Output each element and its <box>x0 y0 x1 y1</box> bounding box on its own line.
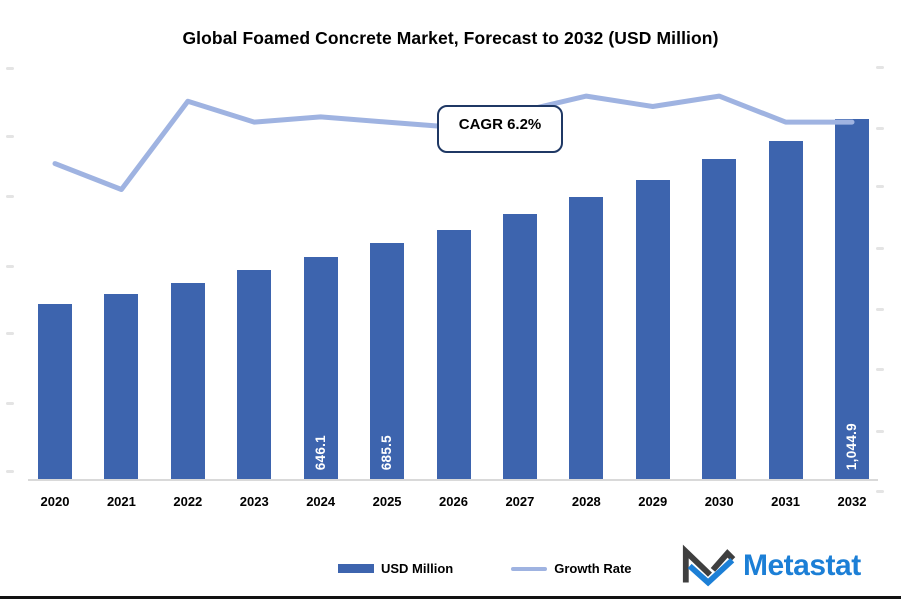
right-axis-tick-7 <box>876 490 884 493</box>
bar-2025 <box>370 243 405 480</box>
bar-2020 <box>38 304 72 480</box>
left-axis-tick-4 <box>6 332 14 335</box>
metastat-logo: Metastat <box>680 541 861 591</box>
bar-2029 <box>635 180 670 480</box>
right-axis-tick-3 <box>876 247 884 250</box>
x-axis-label-2020: 2020 <box>40 494 70 509</box>
bar-2028 <box>569 197 604 480</box>
right-axis-tick-5 <box>876 368 884 371</box>
legend-line-swatch-icon <box>511 566 548 571</box>
bar-2021 <box>104 294 139 480</box>
left-axis-tick-6 <box>6 470 14 473</box>
bar-2022 <box>170 283 205 480</box>
bar-2031 <box>768 141 803 480</box>
x-axis-label-2023: 2023 <box>239 494 269 509</box>
x-axis-label-2029: 2029 <box>638 494 668 509</box>
x-axis-label-2022: 2022 <box>173 494 203 509</box>
x-axis-label-2032: 2032 <box>837 494 867 509</box>
left-axis-tick-5 <box>6 402 14 405</box>
legend-label-usd-million: USD Million <box>381 561 454 576</box>
x-axis-label-2025: 2025 <box>372 494 402 509</box>
left-axis-tick-2 <box>6 195 14 198</box>
right-axis-tick-1 <box>876 127 884 130</box>
x-axis-label-2021: 2021 <box>106 494 136 509</box>
bar-2023 <box>237 270 272 480</box>
right-axis-tick-2 <box>876 185 884 188</box>
left-axis-tick-3 <box>6 265 14 268</box>
bar-2024 <box>303 257 338 480</box>
x-axis-label-2024: 2024 <box>306 494 336 509</box>
legend: USD Million Growth Rate <box>338 561 632 576</box>
x-axis-label-2027: 2027 <box>505 494 535 509</box>
bar-2032 <box>835 119 869 480</box>
bar-value-label-2025: 685.5 <box>379 434 395 470</box>
right-axis-tick-0 <box>876 66 884 69</box>
logo-text: Metastat <box>743 549 861 582</box>
metastat-m-mark-icon <box>682 544 736 587</box>
x-axis-label-2030: 2030 <box>704 494 734 509</box>
left-axis-tick-1 <box>6 135 14 138</box>
bar-2030 <box>702 159 737 480</box>
bottom-border <box>0 596 901 599</box>
x-axis-label-2031: 2031 <box>771 494 801 509</box>
x-axis-line <box>28 479 878 481</box>
legend-bar-swatch-icon <box>338 564 374 573</box>
x-axis-label-2026: 2026 <box>439 494 468 509</box>
x-axis-label-2028: 2028 <box>571 494 601 509</box>
right-axis-tick-4 <box>876 308 884 311</box>
left-axis-tick-0 <box>6 67 14 70</box>
bar-value-label-2032: 1,044.9 <box>844 422 859 470</box>
bar-2026 <box>436 230 471 480</box>
legend-label-growth-rate: Growth Rate <box>554 561 632 576</box>
chart-title: Global Foamed Concrete Market, Forecast … <box>182 28 719 48</box>
bar-2027 <box>502 214 537 480</box>
bar-value-label-2024: 646.1 <box>312 434 328 470</box>
cagr-callout: CAGR 6.2% <box>437 105 563 153</box>
right-axis-tick-6 <box>876 430 884 433</box>
